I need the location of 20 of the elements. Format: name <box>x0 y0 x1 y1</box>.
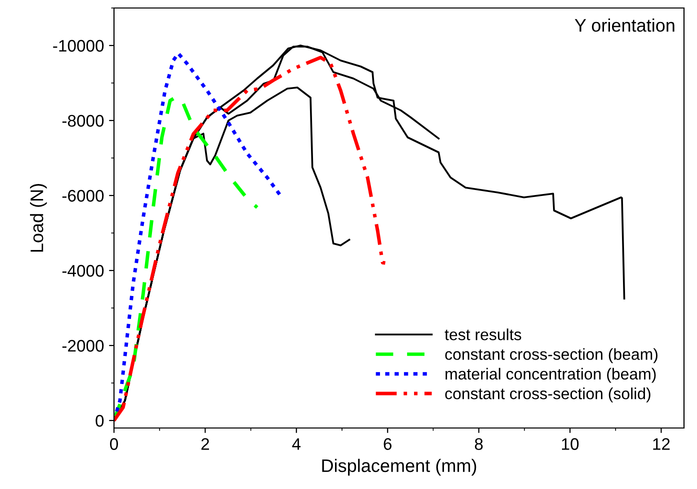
x-tick-label: 4 <box>292 438 301 450</box>
y-tick-label: -6000 <box>62 190 104 202</box>
x-tick-label: 10 <box>562 438 579 450</box>
y-tick-label: -2000 <box>62 340 104 352</box>
x-tick-label: 0 <box>110 438 118 450</box>
y-tick-label: -10000 <box>53 40 104 52</box>
x-axis-title: Displacement (mm) <box>322 458 476 476</box>
x-tick-label: 8 <box>474 438 483 450</box>
x-tick-label: 2 <box>201 438 209 450</box>
y-tick-label: 0 <box>96 414 104 427</box>
legend-label: constant cross-section (solid) <box>445 388 650 402</box>
legend-label: test results <box>444 328 522 340</box>
legend-label: material concentration (beam) <box>446 368 656 383</box>
legend-label: constant cross-section (beam) <box>445 348 658 364</box>
y-tick-label: -4000 <box>62 264 104 277</box>
x-tick-label: 6 <box>384 438 392 450</box>
y-tick-label: -8000 <box>62 114 104 127</box>
x-tick-label: 12 <box>653 438 670 450</box>
annotation: Y orientation <box>574 18 674 32</box>
y-axis-title: Load (N) <box>30 184 47 252</box>
